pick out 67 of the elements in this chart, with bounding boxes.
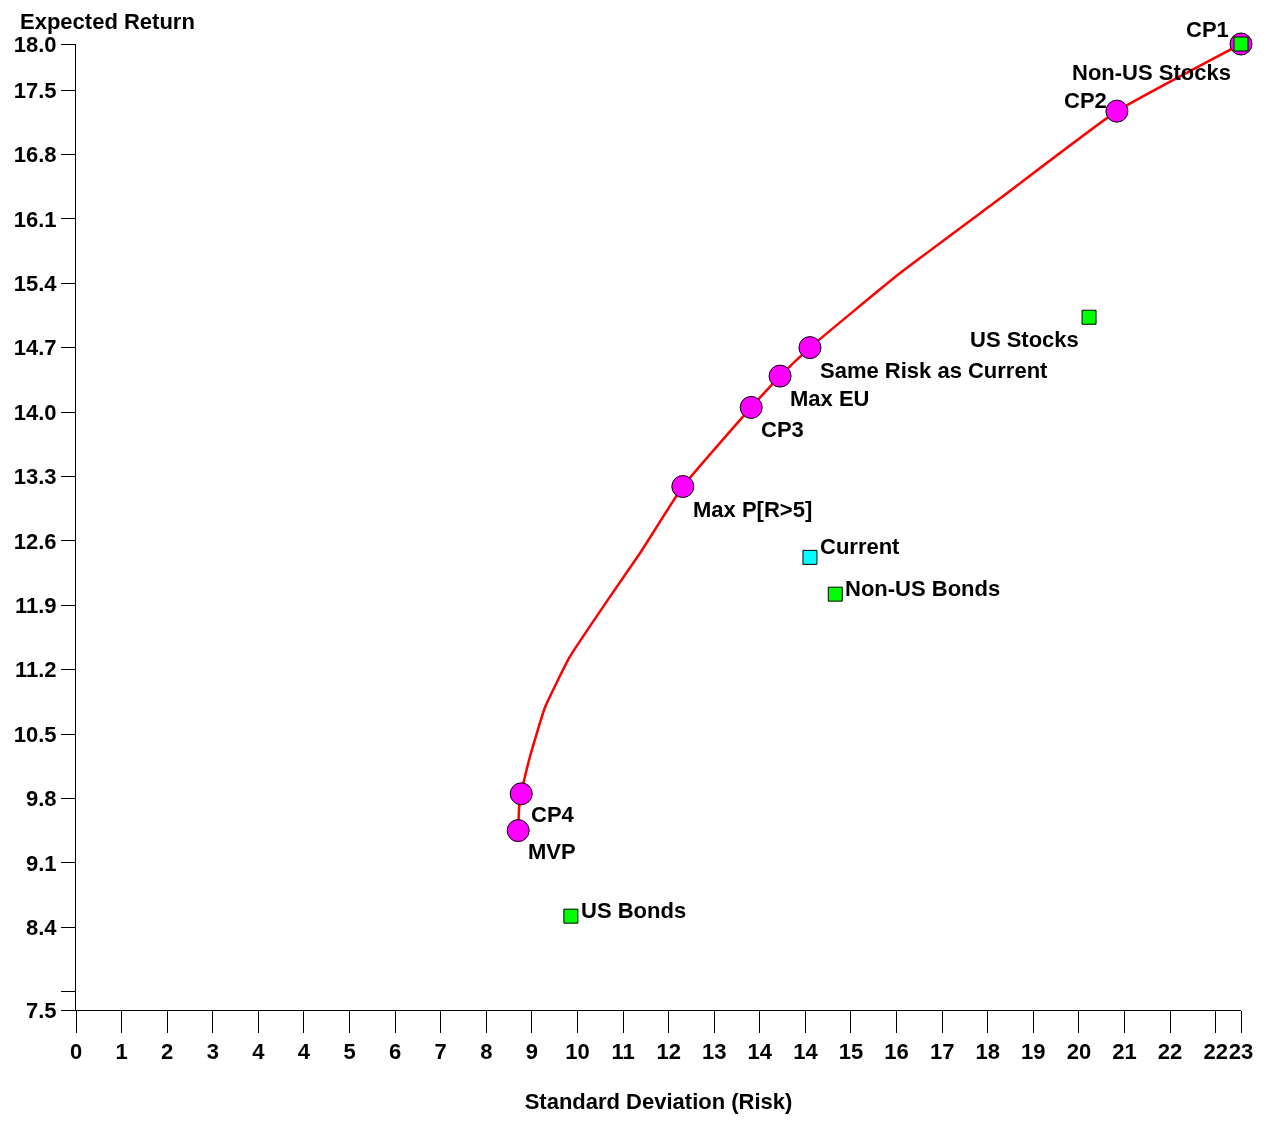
annotation: CP1 [1186,17,1229,42]
x-tick-label: 3 [206,1039,219,1065]
y-tick-label: 16.8 [13,142,57,168]
x-tick-label: 15 [838,1039,864,1065]
y-tick-label: 11.2 [14,657,57,683]
annotation: CP4 [531,802,575,827]
y-tick-label: 12.6 [13,528,57,554]
x-tick-label: 5 [343,1039,356,1065]
x-tick-label: 2 [161,1039,174,1065]
point [768,364,792,388]
annotation: Current [820,534,901,559]
y-tick-label: 17.5 [13,77,57,103]
annotation: Max P[R>5] [693,497,813,522]
point [671,475,695,499]
y-tick-label: 10.5 [13,721,57,747]
point [563,908,579,924]
x-tick-label: 22 [1203,1039,1228,1065]
x-tick-label: 12 [656,1039,681,1065]
x-tick-label: 0 [69,1039,83,1065]
annotation: Non-US Bonds [845,576,1001,601]
annotation: US Bonds [581,898,687,923]
x-tick-label: 19 [1021,1039,1046,1065]
x-tick-label: 6 [388,1039,402,1065]
x-tick-label: 23 [1228,1039,1254,1065]
annotation: CP2 [1064,88,1107,113]
y-tick-label: 14.0 [13,399,57,425]
x-tick-label: 16 [884,1039,909,1065]
point [1105,99,1129,123]
point [827,586,843,602]
x-tick-label: 21 [1112,1039,1137,1065]
x-tick-label: 22 [1157,1039,1183,1065]
x-tick-label: 13 [701,1039,727,1065]
x-tick-label: 9 [525,1039,538,1065]
x-tick-label: 17 [929,1039,955,1065]
y-tick-label: 11.9 [14,592,57,618]
y-tick-label: 16.1 [13,206,57,232]
y-tick-label: 8.4 [26,914,58,940]
x-tick-label: 11 [611,1039,635,1065]
point [509,782,533,806]
point [1081,309,1097,325]
point [506,819,530,843]
y-tick-label: 14.7 [13,335,57,361]
x-tick-label: 8 [480,1039,493,1065]
x-tick-label: 10 [565,1039,590,1065]
point [798,336,822,360]
annotation: Max EU [790,386,870,411]
y-tick-label: 15.4 [13,270,58,296]
y-tick-label: 13.3 [13,464,57,490]
x-axis-title: Standard Deviation (Risk) [524,1089,793,1115]
point [739,395,763,419]
annotation: Same Risk as Current [820,358,1049,383]
annotation: US Stocks [970,327,1079,352]
x-tick-label: 4 [297,1039,311,1065]
annotation: CP3 [761,417,804,442]
y-tick-label: 7.5 [26,997,57,1023]
x-tick-label: 14 [793,1039,819,1065]
point [802,549,818,565]
x-tick-label: 14 [747,1039,773,1065]
x-tick-label: 7 [434,1039,447,1065]
y-axis-title: Expected Return [20,9,195,34]
x-tick-label: 20 [1066,1039,1092,1065]
annotation: MVP [528,839,576,864]
y-tick-label: 9.8 [26,786,57,812]
x-tick-label: 4 [252,1039,266,1065]
y-tick-label: 9.1 [26,850,57,876]
x-tick-label: 1 [115,1039,128,1065]
x-tick-label: 18 [975,1039,1000,1065]
